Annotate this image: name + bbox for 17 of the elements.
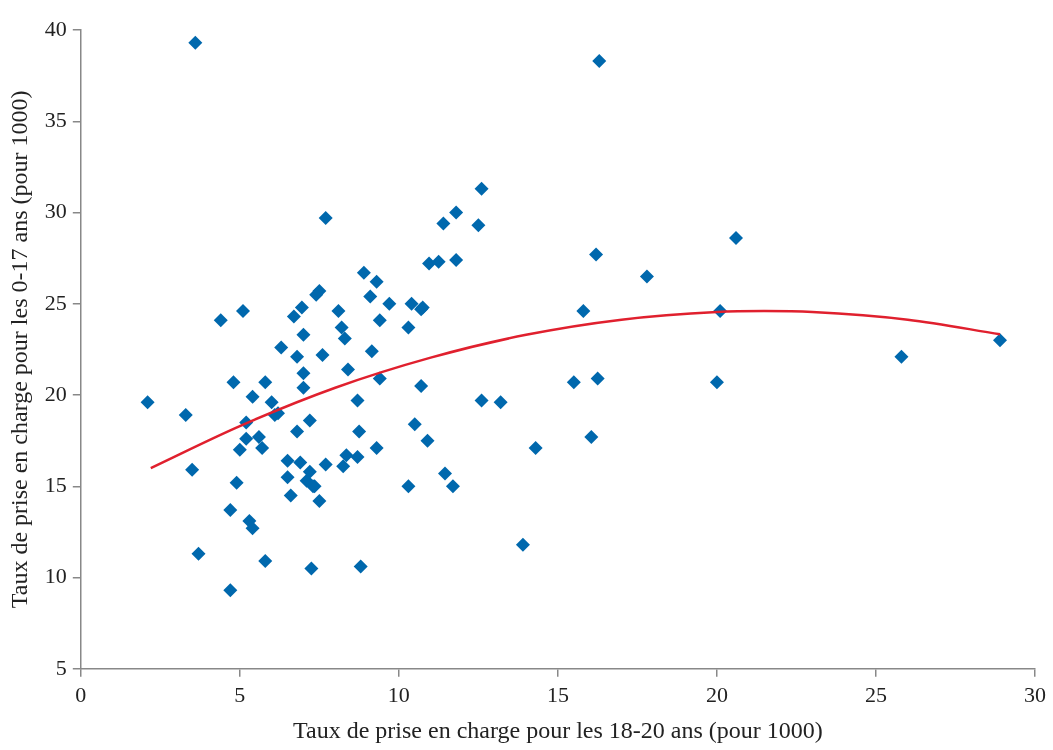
y-tick-label: 40 — [44, 15, 67, 41]
y-tick-label: 35 — [44, 107, 67, 133]
y-tick-label: 20 — [44, 380, 67, 406]
y-tick-label: 10 — [44, 563, 67, 589]
y-tick-label: 15 — [44, 472, 67, 498]
y-tick-label: 30 — [44, 198, 67, 224]
y-axis-title: Taux de prise en charge pour les 0-17 ans (pour 1000) — [5, 90, 32, 609]
y-tick-label: 25 — [44, 289, 67, 315]
x-tick-label: 25 — [864, 681, 887, 707]
x-tick-label: 0 — [75, 681, 87, 707]
x-tick-label: 30 — [1024, 681, 1046, 707]
x-tick-label: 10 — [387, 681, 410, 707]
x-tick-label: 5 — [234, 681, 246, 707]
x-tick-label: 20 — [705, 681, 728, 707]
x-axis-title: Taux de prise en charge pour les 18-20 ans (pour 1000) — [293, 716, 823, 743]
x-tick-label: 15 — [546, 681, 569, 707]
y-tick-label: 5 — [55, 654, 67, 680]
